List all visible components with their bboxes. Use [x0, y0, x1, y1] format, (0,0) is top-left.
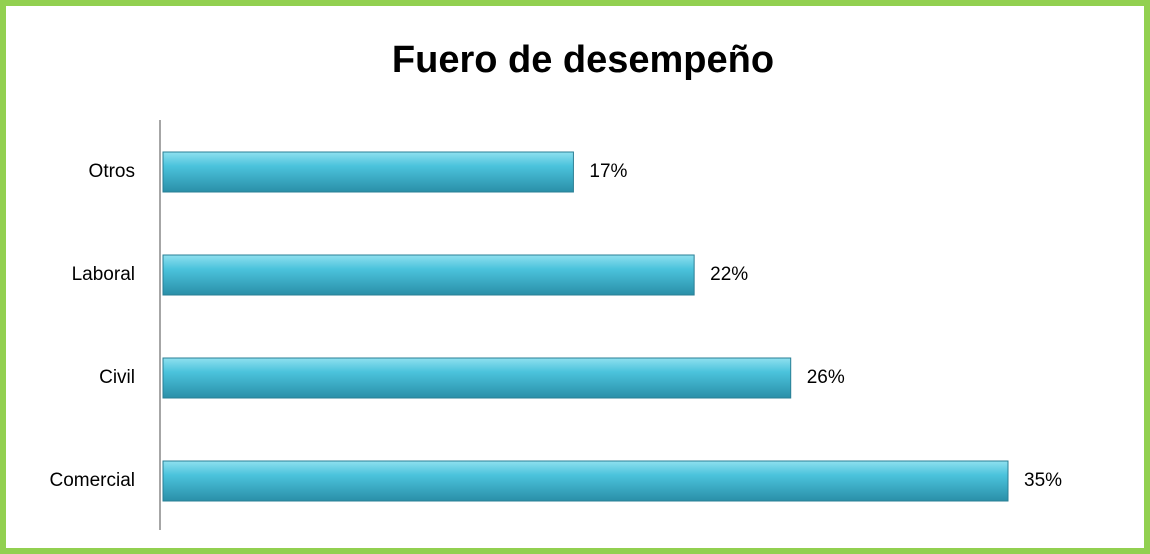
bar — [162, 254, 695, 296]
data-label: 17% — [589, 161, 627, 182]
bar — [162, 151, 574, 193]
bar — [162, 460, 1009, 502]
data-label: 22% — [710, 264, 748, 285]
category-label: Comercial — [49, 470, 135, 491]
category-label: Laboral — [72, 264, 135, 285]
bar — [162, 357, 792, 399]
category-label: Civil — [99, 367, 135, 388]
chart-title: Fuero de desempeño — [392, 39, 774, 81]
category-label: Otros — [89, 161, 135, 182]
data-label: 35% — [1024, 470, 1062, 491]
data-label: 26% — [807, 367, 845, 388]
